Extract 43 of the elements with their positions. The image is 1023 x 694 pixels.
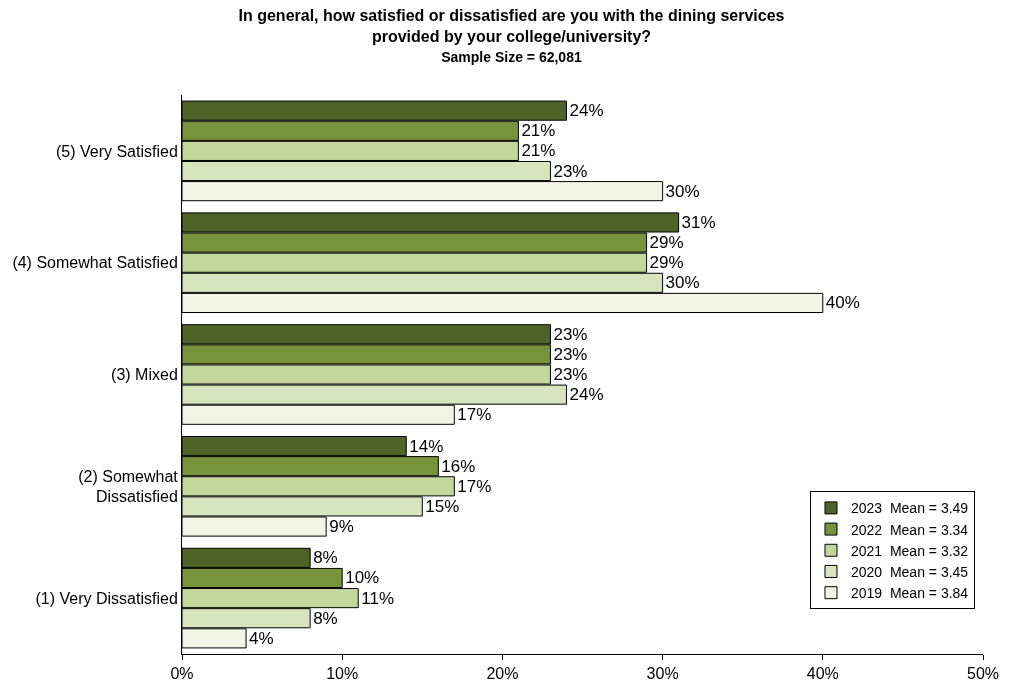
data-label: 17% <box>457 476 492 496</box>
x-tick-label: 10% <box>326 665 359 683</box>
x-tick-label: 0% <box>170 665 194 683</box>
legend-label: 2020 Mean = 3.45 <box>850 563 969 580</box>
data-label: 24% <box>569 385 604 405</box>
y-tick-label: (3) Mixed <box>111 366 178 384</box>
data-label: 23% <box>553 365 588 384</box>
data-label: 21% <box>521 141 556 161</box>
data-label: 29% <box>649 253 684 273</box>
data-label: 4% <box>249 628 274 648</box>
x-tick-label: 20% <box>486 665 519 683</box>
data-label: 21% <box>521 121 556 141</box>
data-label: 17% <box>457 405 492 425</box>
data-label: 40% <box>825 293 860 313</box>
y-tick-label: (1) Very Dissatisfied <box>35 589 178 607</box>
x-tick-label: 50% <box>966 665 1000 683</box>
legend-label: 2022 Mean = 3.34 <box>850 521 969 538</box>
data-label: 23% <box>553 324 588 344</box>
legend-label: 2021 Mean = 3.32 <box>850 542 969 559</box>
data-label: 14% <box>409 436 444 456</box>
x-tick-label: 30% <box>646 665 679 683</box>
data-label: 11% <box>361 588 394 608</box>
data-label: 23% <box>553 161 588 181</box>
data-label: 8% <box>313 548 338 568</box>
data-label: 16% <box>441 456 476 476</box>
legend-label: 2019 Mean = 3.84 <box>850 585 969 602</box>
data-label: 31% <box>681 212 716 232</box>
data-label: 23% <box>553 344 588 364</box>
data-label: 9% <box>329 517 354 537</box>
data-label: 24% <box>569 101 604 121</box>
chart-title: In general, how satisfied or dissatisfied are you with the dining services provided by your college/university? <box>238 6 785 45</box>
data-label: 8% <box>313 608 338 628</box>
data-label: 10% <box>345 568 380 588</box>
y-tick-label: (2) Somewhat Dissatisfied <box>78 467 179 506</box>
data-label: 29% <box>649 233 684 253</box>
y-tick-label: (4) Somewhat Satisfied <box>12 254 178 272</box>
legend-label: 2023 Mean = 3.49 <box>850 500 969 517</box>
data-label: 30% <box>665 273 700 293</box>
data-label: 15% <box>425 496 460 516</box>
x-tick-label: 40% <box>806 665 839 683</box>
y-tick-label: (5) Very Satisfied <box>55 142 178 160</box>
chart-subtitle: Sample Size = 62,081 <box>441 49 582 66</box>
data-label: 30% <box>665 181 700 201</box>
